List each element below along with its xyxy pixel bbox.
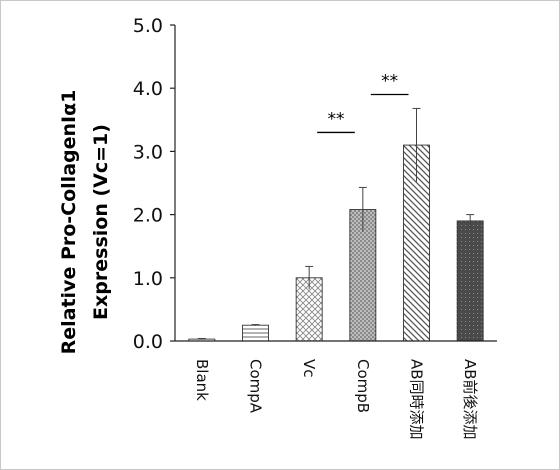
x-category-label: AB同時添加 (408, 359, 426, 440)
y-tick-label: 2.0 (133, 205, 163, 227)
error-bars (197, 107, 475, 340)
x-category-label: CompB (354, 359, 372, 413)
y-tick-label: 4.0 (133, 78, 163, 100)
axes (174, 25, 497, 342)
y-tick-label: 0.0 (133, 331, 163, 353)
y-axis-label-line-2: Expression (Vc=1) (90, 124, 112, 320)
significance-label: ** (381, 72, 398, 92)
x-category-label: AB前後添加 (461, 359, 479, 440)
y-tick-label: 5.0 (133, 15, 163, 37)
x-category-label: Blank (193, 359, 211, 401)
y-axis-ticks: 0.0 1.0 2.0 3.0 4.0 5.0 (133, 15, 175, 353)
significance-label: ** (328, 109, 345, 129)
bar (242, 324, 269, 342)
y-tick-label: 3.0 (133, 141, 163, 163)
y-axis-label: Relative Pro-CollagenIα1 Expression (Vc=… (58, 90, 112, 355)
y-tick-label: 1.0 (133, 268, 163, 290)
significance-markers: ** ** (317, 72, 409, 134)
bar (456, 220, 484, 342)
x-category-label: Vc (300, 359, 318, 378)
y-axis-label-line-1: Relative Pro-CollagenIα1 (58, 90, 80, 355)
bars (188, 144, 484, 342)
x-category-label: CompA (247, 359, 265, 414)
x-axis-labels: Blank CompA Vc CompB AB同時添加 AB前後添加 (193, 359, 479, 440)
